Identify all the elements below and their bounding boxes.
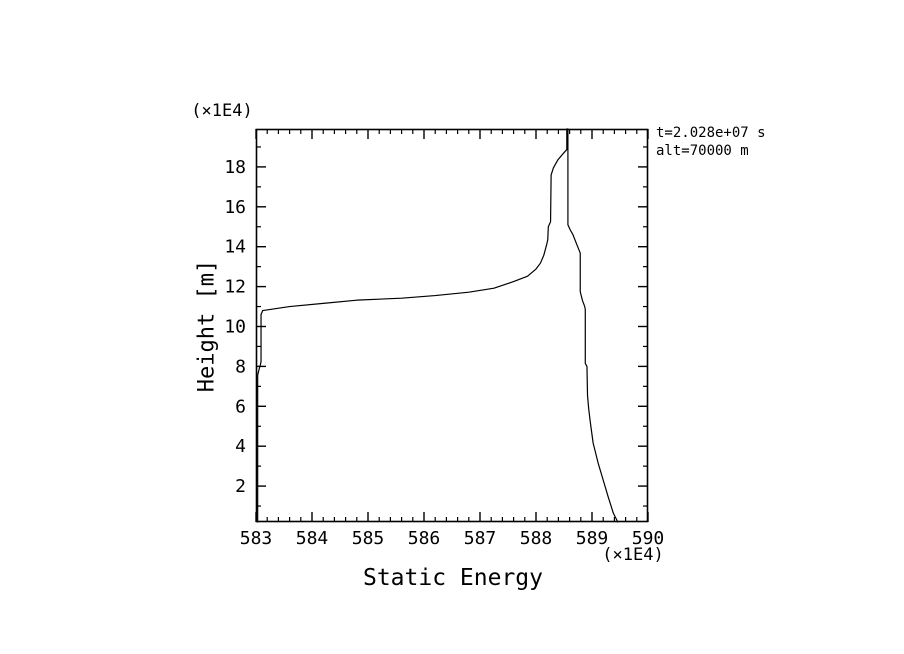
y-tick-label: 2 [235, 476, 246, 497]
x-tick-label: 584 [296, 528, 329, 549]
x-tick-label: 585 [352, 528, 385, 549]
y-tick-label: 14 [224, 237, 246, 258]
x-tick-label: 590 [632, 528, 665, 549]
y-axis-multiplier: (×1E4) [191, 101, 253, 121]
y-tick-label: 18 [224, 157, 246, 178]
y-tick-label: 6 [235, 396, 246, 417]
y-tick-label: 8 [235, 356, 246, 377]
x-tick-label: 586 [408, 528, 441, 549]
y-axis-title: Height [m] [194, 259, 220, 393]
y-tick-label: 10 [224, 316, 246, 337]
y-tick-label: 12 [224, 277, 246, 298]
x-axis-multiplier: (×1E4) [602, 545, 664, 565]
x-tick-label: 587 [464, 528, 497, 549]
x-tick-label: 583 [240, 528, 273, 549]
plot-frame [255, 128, 649, 523]
series-static_energy_profile [257, 128, 619, 523]
annotation-altitude: alt=70000 m [656, 143, 749, 159]
y-tick-label: 16 [224, 197, 246, 218]
annotation-block: t=2.028e+07 s alt=70000 m [656, 124, 766, 160]
y-tick-label: 4 [235, 436, 246, 457]
x-tick-label: 588 [520, 528, 553, 549]
x-tick-label: 589 [576, 528, 609, 549]
x-axis-title: Static Energy [362, 565, 544, 591]
annotation-time: t=2.028e+07 s [656, 125, 766, 141]
